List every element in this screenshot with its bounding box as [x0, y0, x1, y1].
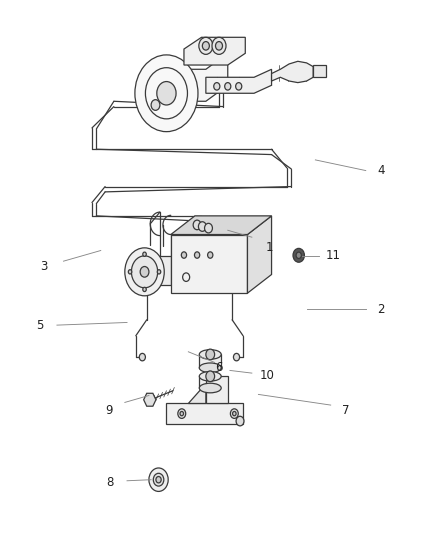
Polygon shape — [206, 376, 228, 403]
Polygon shape — [188, 384, 206, 403]
Circle shape — [156, 477, 161, 483]
Circle shape — [198, 222, 206, 231]
Polygon shape — [145, 256, 171, 285]
Circle shape — [236, 83, 242, 90]
Polygon shape — [272, 61, 313, 83]
Circle shape — [230, 409, 238, 418]
Polygon shape — [199, 376, 221, 388]
Circle shape — [208, 252, 213, 258]
Circle shape — [135, 55, 198, 132]
Polygon shape — [158, 53, 228, 101]
Polygon shape — [184, 37, 245, 65]
Circle shape — [225, 83, 231, 90]
Circle shape — [206, 371, 215, 382]
Polygon shape — [166, 403, 243, 424]
Text: 11: 11 — [325, 249, 340, 262]
Text: 1: 1 — [265, 241, 273, 254]
Circle shape — [194, 252, 200, 258]
Ellipse shape — [199, 350, 221, 359]
Ellipse shape — [199, 372, 221, 381]
Circle shape — [125, 248, 164, 296]
Circle shape — [151, 100, 160, 110]
Text: 10: 10 — [260, 369, 275, 382]
Circle shape — [139, 353, 145, 361]
Circle shape — [128, 270, 132, 274]
Text: 9: 9 — [106, 404, 113, 417]
Circle shape — [212, 37, 226, 54]
Polygon shape — [171, 216, 272, 235]
Circle shape — [233, 411, 236, 416]
Text: 8: 8 — [106, 476, 113, 489]
Circle shape — [157, 270, 161, 274]
Polygon shape — [206, 69, 272, 93]
Ellipse shape — [199, 383, 221, 393]
Circle shape — [293, 248, 304, 262]
Circle shape — [143, 252, 146, 256]
Circle shape — [157, 82, 176, 105]
Circle shape — [199, 37, 213, 54]
Circle shape — [236, 416, 244, 426]
Circle shape — [202, 42, 209, 50]
Polygon shape — [247, 216, 272, 293]
Circle shape — [206, 349, 215, 360]
Text: 4: 4 — [377, 164, 385, 177]
Ellipse shape — [199, 363, 221, 373]
Circle shape — [153, 473, 164, 486]
Text: 7: 7 — [342, 404, 350, 417]
Circle shape — [181, 252, 187, 258]
Circle shape — [233, 353, 240, 361]
Circle shape — [180, 411, 184, 416]
Circle shape — [215, 42, 223, 50]
Circle shape — [149, 468, 168, 491]
Circle shape — [143, 287, 146, 292]
Circle shape — [131, 256, 158, 288]
Polygon shape — [144, 393, 156, 406]
Circle shape — [178, 409, 186, 418]
Circle shape — [205, 223, 212, 233]
Circle shape — [296, 252, 301, 259]
Text: 2: 2 — [377, 303, 385, 316]
Text: 3: 3 — [40, 260, 47, 273]
Text: 5: 5 — [36, 319, 43, 332]
Polygon shape — [171, 235, 247, 293]
Circle shape — [214, 83, 220, 90]
Text: 6: 6 — [215, 361, 223, 374]
Polygon shape — [199, 354, 221, 368]
Polygon shape — [313, 65, 326, 77]
Circle shape — [140, 266, 149, 277]
Circle shape — [193, 220, 201, 230]
